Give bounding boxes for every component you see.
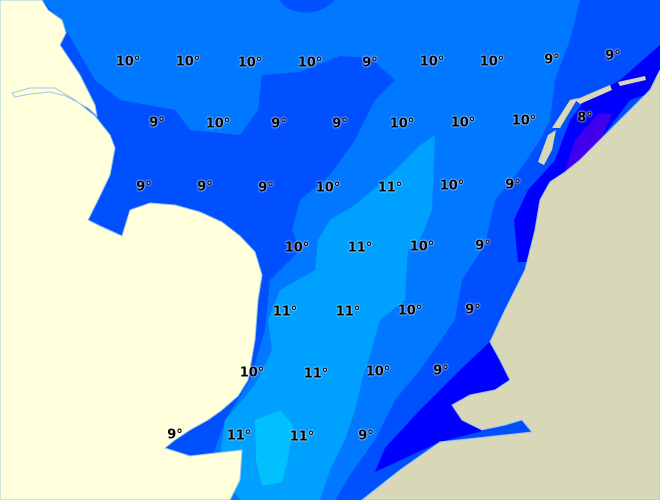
zone-8-south <box>375 335 525 472</box>
temperature-label: 10° <box>284 240 310 256</box>
zone-11-plus <box>255 410 293 486</box>
zone-8-minus <box>565 114 612 172</box>
temperature-label: 10° <box>450 115 476 131</box>
temperature-label: 11° <box>272 304 298 320</box>
temperature-label: 9° <box>362 55 378 71</box>
temperature-label: 10° <box>315 180 341 196</box>
temperature-label: 9° <box>605 48 621 64</box>
island-texel <box>538 130 556 165</box>
temperature-label: 9° <box>475 238 491 254</box>
temperature-label: 10° <box>419 54 445 70</box>
temperature-label: 10° <box>439 178 465 194</box>
temperature-label: 10° <box>397 303 423 319</box>
temperature-label: 9° <box>433 363 449 379</box>
temperature-label: 11° <box>335 304 361 320</box>
temperature-label: 10° <box>297 55 323 71</box>
temperature-label: 9° <box>544 52 560 68</box>
temperature-label: 9° <box>197 179 213 195</box>
island-terschelling <box>575 85 612 104</box>
temperature-label: 9° <box>332 116 348 132</box>
temperature-label: 11° <box>377 180 403 196</box>
temperature-label: 11° <box>289 429 315 445</box>
temperature-label: 9° <box>258 180 274 196</box>
land-east <box>361 69 660 500</box>
temperature-label: 10° <box>175 54 201 70</box>
island-ameland <box>618 76 646 86</box>
temperature-label: 9° <box>358 428 374 444</box>
temperature-label: 9° <box>505 177 521 193</box>
temperature-label: 10° <box>389 116 415 132</box>
temperature-label: 10° <box>237 55 263 71</box>
land-west <box>0 0 263 500</box>
temperature-label: 9° <box>136 179 152 195</box>
temperature-label: 10° <box>409 239 435 255</box>
zone-11 <box>218 135 435 500</box>
temperature-label: 10° <box>115 54 141 70</box>
temperature-label: 9° <box>465 302 481 318</box>
temperature-label: 10° <box>365 364 391 380</box>
temperature-label: 10° <box>511 113 537 129</box>
zone-9-top <box>280 0 335 13</box>
island-vlieland <box>552 98 578 128</box>
temperature-label: 9° <box>167 427 183 443</box>
temperature-label: 11° <box>347 240 373 256</box>
temperature-label: 11° <box>226 428 252 444</box>
temperature-label: 10° <box>239 365 265 381</box>
temperature-label: 8° <box>577 110 593 126</box>
temperature-label: 9° <box>149 115 165 131</box>
temperature-label: 10° <box>205 116 231 132</box>
temperature-label: 10° <box>479 54 505 70</box>
temperature-label: 11° <box>303 366 329 382</box>
temperature-label: 9° <box>271 116 287 132</box>
